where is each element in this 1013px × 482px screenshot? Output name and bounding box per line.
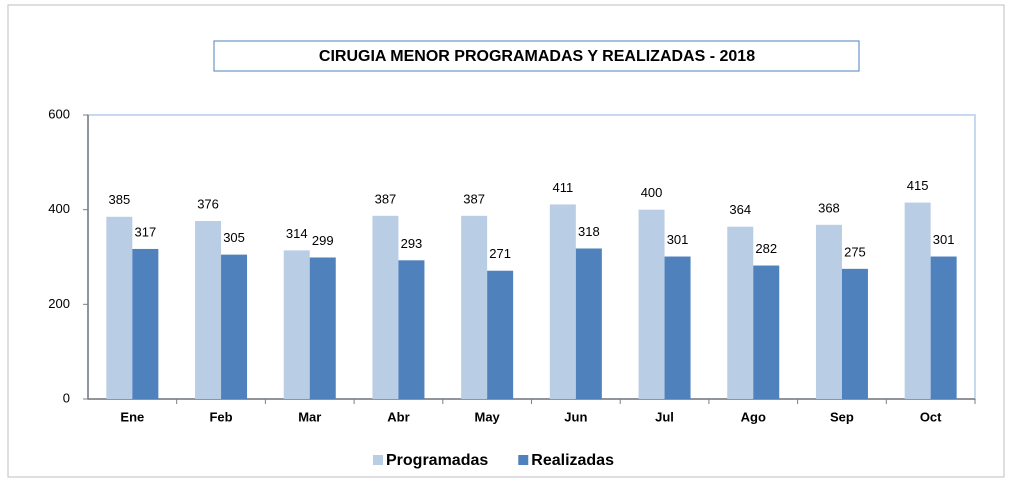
value-label: 368 — [818, 200, 840, 215]
bar — [549, 204, 576, 399]
bar — [487, 270, 514, 399]
value-label: 271 — [489, 246, 511, 261]
bar — [575, 248, 602, 399]
bar — [664, 256, 691, 399]
value-label: 376 — [197, 196, 219, 211]
bar — [398, 260, 425, 399]
bar — [815, 224, 842, 399]
legend-swatch — [518, 455, 529, 465]
x-tick-label: Abr — [387, 409, 409, 424]
x-tick-label: May — [475, 409, 501, 424]
value-label: 415 — [907, 178, 929, 193]
legend-label: Realizadas — [531, 452, 614, 469]
value-label: 305 — [223, 230, 245, 245]
value-label: 411 — [552, 180, 573, 195]
x-tick-label: Mar — [298, 409, 321, 424]
legend-swatch — [373, 455, 383, 465]
bar — [638, 209, 665, 399]
value-label: 299 — [312, 233, 334, 248]
value-label: 364 — [729, 202, 751, 217]
bar — [221, 254, 248, 399]
x-tick-label: Oct — [920, 409, 942, 424]
x-tick-label: Jul — [655, 409, 674, 424]
value-label: 318 — [578, 224, 600, 239]
bar — [461, 215, 488, 399]
value-label: 387 — [375, 191, 397, 206]
value-label: 387 — [463, 191, 485, 206]
x-tick-label: Ago — [741, 409, 766, 424]
title-box — [213, 40, 860, 72]
bar — [372, 215, 399, 399]
value-label: 314 — [286, 226, 308, 241]
value-label: 282 — [755, 241, 777, 256]
value-label: 317 — [134, 224, 156, 239]
x-tick-label: Jun — [564, 409, 587, 424]
value-label: 293 — [401, 236, 423, 251]
y-tick-label: 200 — [48, 296, 70, 311]
x-tick-label: Sep — [830, 409, 854, 424]
bar — [309, 257, 336, 399]
bar — [195, 221, 222, 399]
value-label: 301 — [933, 232, 955, 247]
value-label: 385 — [108, 192, 130, 207]
x-tick-label: Feb — [209, 409, 232, 424]
value-label: 301 — [667, 232, 689, 247]
chart-frame — [7, 4, 1005, 478]
bar — [283, 250, 310, 399]
bar — [753, 265, 780, 399]
y-tick-label: 600 — [48, 106, 70, 121]
y-tick-label: 400 — [48, 201, 70, 216]
bar — [841, 268, 868, 399]
x-tick-label: Ene — [120, 409, 144, 424]
value-label: 275 — [844, 244, 866, 259]
legend-label: Programadas — [386, 452, 488, 469]
chart-title: CIRUGIA MENOR PROGRAMADAS Y REALIZADAS -… — [319, 48, 755, 65]
bar — [904, 202, 931, 399]
bar — [727, 226, 754, 399]
bar — [132, 248, 159, 399]
value-label: 400 — [641, 185, 663, 200]
bar — [106, 216, 133, 399]
y-tick-label: 0 — [63, 390, 70, 405]
bar — [930, 256, 957, 399]
